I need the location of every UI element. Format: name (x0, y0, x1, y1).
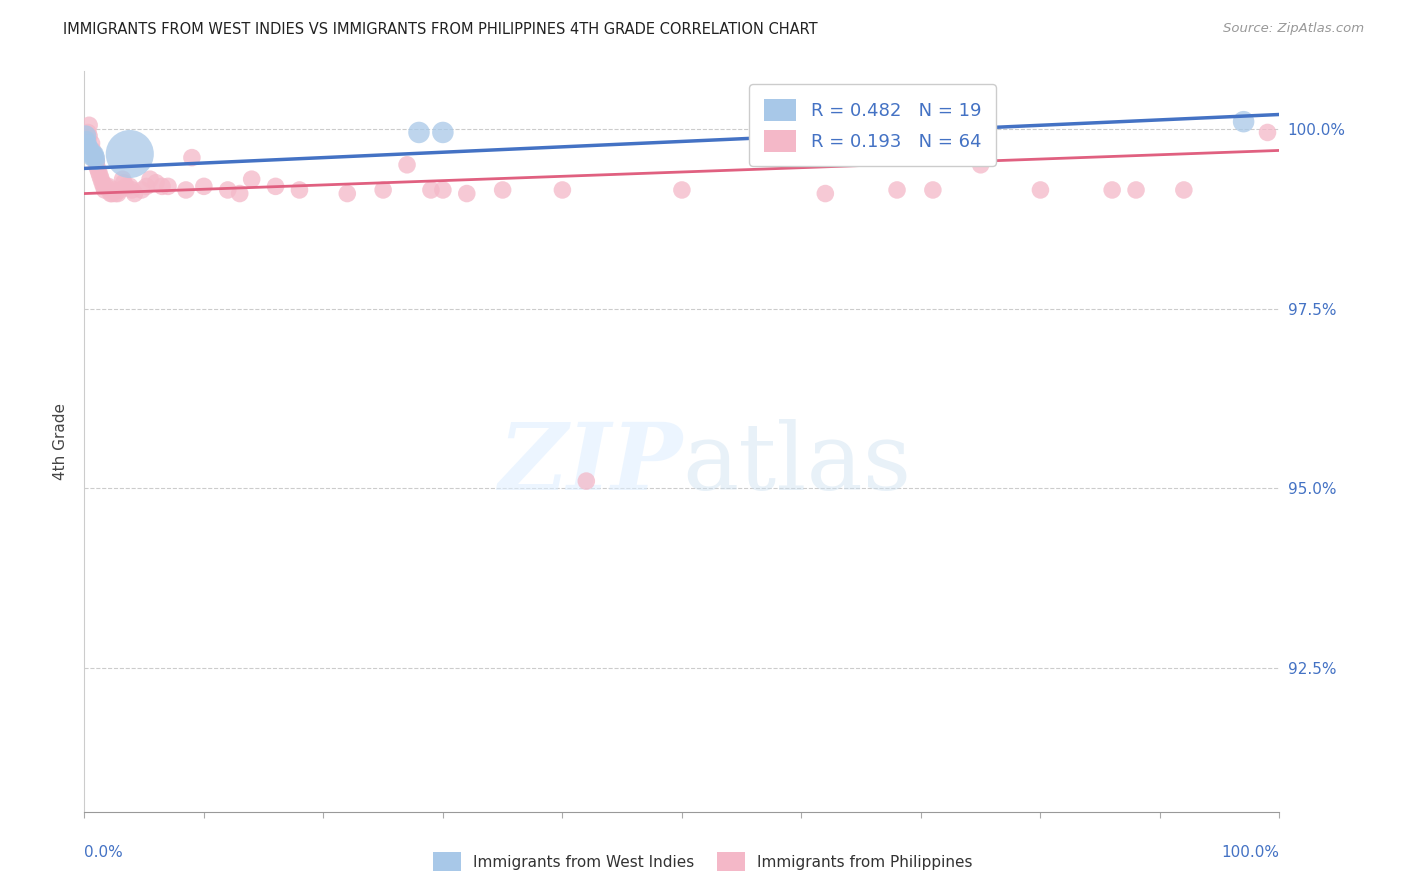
Point (112, 176, 135, 190)
Point (420, 183, 443, 197)
Point (83, 147, 105, 161)
Y-axis label: 4th Grade: 4th Grade (53, 403, 69, 480)
Point (79, 147, 101, 161)
Point (157, 179, 180, 194)
Point (89, 169, 111, 183)
Point (86, 158, 108, 172)
Point (101, 186, 124, 201)
Point (135, 179, 157, 194)
Point (814, 186, 837, 201)
Point (77, 129, 100, 144)
Point (77, 140, 100, 154)
Point (432, 125, 454, 139)
Point (396, 158, 419, 172)
Point (456, 186, 478, 201)
Point (264, 179, 287, 194)
Point (104, 186, 127, 201)
Point (373, 183, 395, 197)
Point (97, 179, 120, 194)
Point (432, 183, 454, 197)
Point (86, 151, 108, 165)
Point (110, 183, 132, 197)
Point (217, 183, 239, 197)
Point (103, 183, 125, 197)
Point (111, 172, 134, 186)
Point (77, 118, 100, 132)
Point (115, 179, 138, 194)
Point (82, 151, 104, 165)
Point (80, 151, 103, 165)
Point (139, 172, 162, 186)
Point (86, 161, 108, 176)
Point (76, 133, 98, 147)
Point (82, 144, 104, 158)
Point (492, 183, 515, 197)
Point (86, 154, 108, 169)
Point (970, 158, 993, 172)
Point (79, 144, 101, 158)
Point (77, 144, 100, 158)
Point (886, 183, 908, 197)
Point (75, 129, 97, 144)
Point (83, 147, 105, 161)
Point (118, 179, 141, 194)
Point (174, 183, 197, 197)
Point (240, 172, 263, 186)
Point (118, 147, 141, 161)
Point (193, 179, 215, 194)
Point (1101, 183, 1123, 197)
Point (922, 183, 945, 197)
Point (80, 136, 103, 151)
Point (1125, 183, 1147, 197)
Point (1257, 125, 1279, 139)
Legend: Immigrants from West Indies, Immigrants from Philippines: Immigrants from West Indies, Immigrants … (427, 847, 979, 877)
Point (121, 183, 143, 197)
Point (91, 176, 114, 190)
Text: ZIP: ZIP (498, 418, 682, 508)
Point (93, 179, 115, 194)
Point (551, 183, 574, 197)
Point (1029, 183, 1052, 197)
Point (107, 186, 129, 201)
Text: 0.0%: 0.0% (84, 845, 124, 860)
Point (87, 165, 110, 179)
Point (100, 186, 122, 201)
Text: IMMIGRANTS FROM WEST INDIES VS IMMIGRANTS FROM PHILIPPINES 4TH GRADE CORRELATION: IMMIGRANTS FROM WEST INDIES VS IMMIGRANT… (63, 22, 818, 37)
Point (671, 183, 693, 197)
Point (336, 186, 359, 201)
Point (181, 151, 204, 165)
Point (80, 147, 103, 161)
Text: atlas: atlas (682, 418, 911, 508)
Point (131, 183, 153, 197)
Point (229, 186, 252, 201)
Point (84, 147, 107, 161)
Point (145, 176, 167, 190)
Point (408, 125, 430, 139)
Point (124, 186, 146, 201)
Text: Source: ZipAtlas.com: Source: ZipAtlas.com (1223, 22, 1364, 36)
Point (150, 179, 173, 194)
Point (77, 136, 100, 151)
Text: 100.0%: 100.0% (1222, 845, 1279, 860)
Point (94, 179, 117, 194)
Point (1173, 183, 1195, 197)
Point (93, 183, 115, 197)
Point (90, 172, 112, 186)
Point (1209, 833, 1232, 847)
Point (575, 474, 598, 488)
Legend: R = 0.482   N = 19, R = 0.193   N = 64: R = 0.482 N = 19, R = 0.193 N = 64 (749, 84, 995, 166)
Point (1233, 114, 1256, 128)
Point (288, 183, 311, 197)
Point (86, 154, 108, 169)
Point (77, 125, 100, 139)
Point (84, 151, 107, 165)
Point (83, 151, 105, 165)
